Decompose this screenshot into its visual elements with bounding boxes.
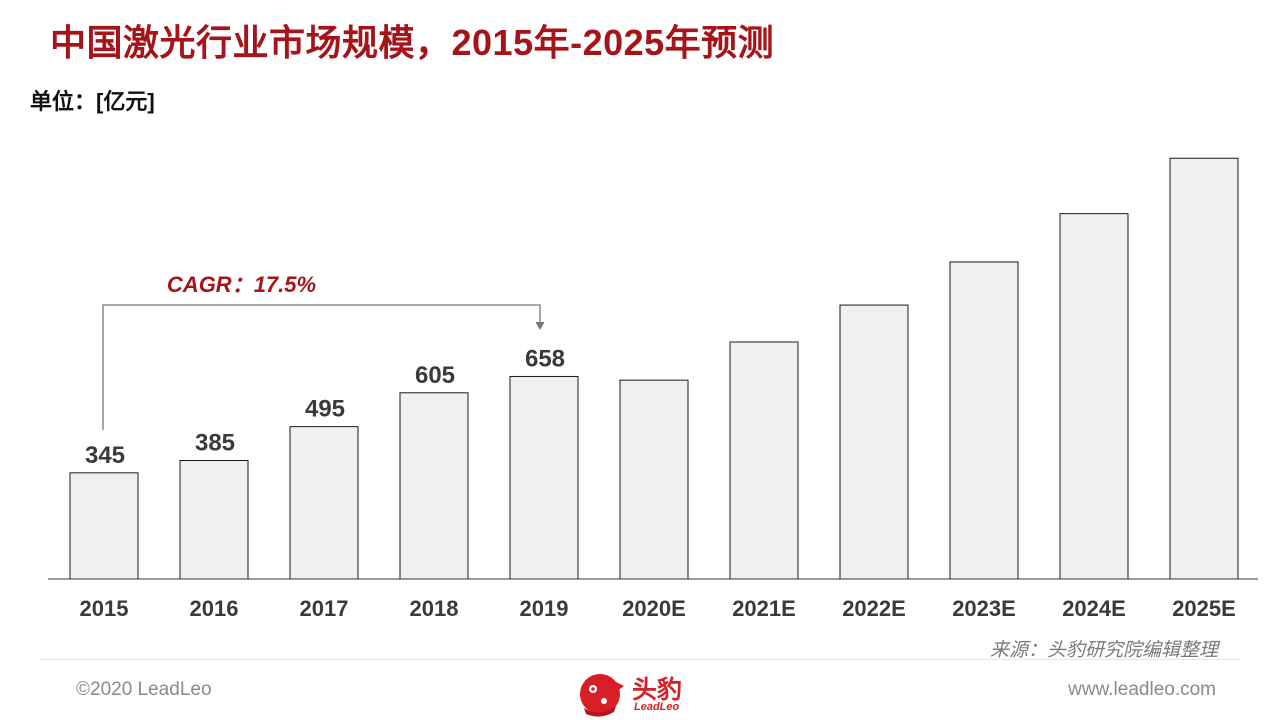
tick-label-2017: 2017 — [300, 596, 349, 621]
tick-labels-group: 2015 2016 2017 2018 2019 2020E 2021E 2022E 2023E… — [80, 596, 1236, 621]
page-title: 中国激光行业市场规模，2015年-2025年预测 — [50, 22, 775, 63]
tick-label-2023E: 2023E — [952, 596, 1016, 621]
tick-label-2016: 2016 — [190, 596, 239, 621]
leadleo-logo: 头豹 LeadLeo — [574, 668, 714, 720]
cagr-bracket — [102, 304, 541, 430]
bar-2021E — [729, 341, 799, 580]
data-labels-group: 345 385 495 605 658 — [85, 345, 565, 468]
data-label-2018: 605 — [415, 362, 455, 389]
data-label-2017: 495 — [305, 396, 345, 423]
bar-2019 — [509, 375, 579, 580]
bar-2017 — [289, 426, 359, 580]
unit-label: 单位：[亿元] — [30, 89, 155, 114]
tick-label-2021E: 2021E — [732, 596, 796, 621]
copyright-text: ©2020 LeadLeo — [76, 679, 212, 700]
bar-2025E — [1169, 157, 1239, 580]
data-label-2019: 658 — [525, 345, 565, 372]
bar-2024E — [1059, 213, 1129, 580]
tick-label-2019: 2019 — [520, 596, 569, 621]
bar-2016 — [179, 459, 249, 580]
footer-divider — [40, 659, 1240, 660]
logo-name: 头豹 — [632, 676, 683, 704]
logo-subtitle: LeadLeo — [634, 701, 680, 713]
data-label-2015: 345 — [85, 442, 125, 469]
tick-label-2018: 2018 — [410, 596, 459, 621]
data-label-2016: 385 — [195, 429, 235, 456]
source-note: 来源：头豹研究院编辑整理 — [989, 640, 1218, 661]
cagr-arrow-icon — [535, 322, 545, 330]
bar-2020E — [619, 379, 689, 580]
bar-chart: 2015 2016 2017 2018 2019 2020E 2021E 2022E 2023E… — [48, 157, 1258, 621]
tick-label-2020E: 2020E — [622, 596, 686, 621]
tick-label-2025E: 2025E — [1172, 596, 1236, 621]
website-link[interactable]: www.leadleo.com — [1068, 679, 1216, 700]
bar-2023E — [949, 261, 1019, 580]
bar-2018 — [399, 392, 469, 580]
leopard-logo-icon — [580, 674, 624, 717]
cagr-annotation: CAGR：17.5% — [167, 272, 316, 297]
bar-2015 — [69, 472, 139, 580]
tick-label-2022E: 2022E — [842, 596, 906, 621]
bar-2022E — [839, 304, 909, 580]
bars-group — [69, 157, 1239, 580]
tick-label-2024E: 2024E — [1062, 596, 1126, 621]
tick-label-2015: 2015 — [80, 596, 129, 621]
